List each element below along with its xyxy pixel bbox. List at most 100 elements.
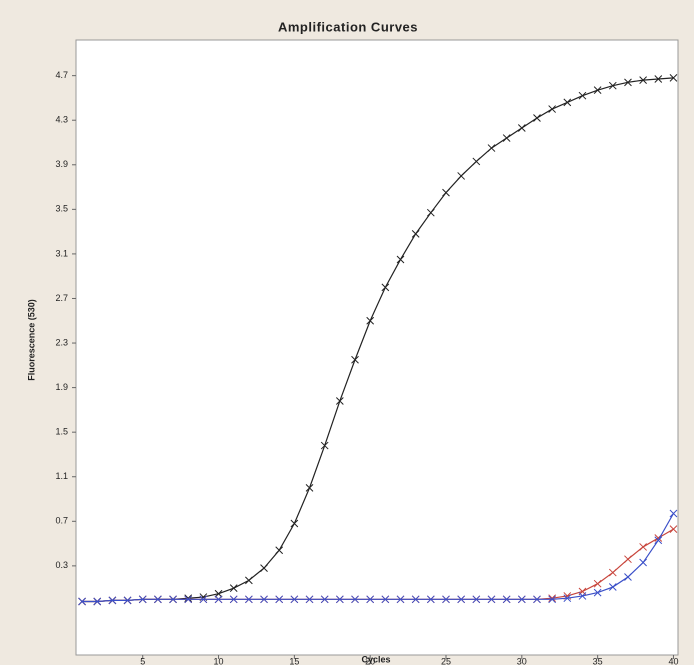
- point-marker: [548, 595, 556, 604]
- point-marker: [502, 134, 511, 142]
- x-axis-label: Cycles: [361, 654, 390, 664]
- point-marker: [548, 105, 556, 113]
- point-marker: [548, 594, 556, 603]
- y-tick-label: 0.3: [55, 560, 68, 570]
- point-marker: [654, 75, 663, 83]
- series-line: [82, 513, 674, 603]
- point-marker: [351, 355, 359, 364]
- y-tick-label: 1.9: [55, 382, 68, 392]
- point-marker: [517, 595, 526, 604]
- chart-title: Amplification Curves: [278, 19, 418, 34]
- point-marker: [381, 595, 390, 604]
- y-tick-label: 2.3: [55, 337, 68, 347]
- point-marker: [123, 596, 132, 605]
- x-tick-label: 30: [517, 656, 527, 665]
- point-marker: [502, 595, 511, 604]
- point-marker: [654, 536, 663, 545]
- point-marker: [290, 595, 299, 604]
- point-marker: [396, 595, 405, 604]
- point-marker: [260, 595, 268, 604]
- point-marker: [351, 595, 359, 604]
- point-marker: [426, 208, 435, 217]
- point-marker: [457, 595, 466, 604]
- point-marker: [593, 588, 602, 597]
- point-marker: [138, 595, 147, 604]
- x-tick-label: 10: [214, 656, 224, 665]
- point-marker: [229, 584, 238, 593]
- point-marker: [563, 98, 572, 107]
- point-marker: [639, 543, 647, 551]
- point-marker: [639, 76, 647, 84]
- point-marker: [335, 397, 344, 405]
- point-marker: [578, 592, 587, 600]
- y-tick-label: 1.1: [55, 471, 68, 481]
- point-marker: [184, 595, 193, 604]
- point-marker: [245, 576, 253, 585]
- point-marker: [411, 230, 420, 238]
- point-marker: [93, 597, 102, 606]
- y-tick-label: 3.5: [55, 204, 68, 214]
- point-marker: [260, 564, 268, 572]
- point-marker: [669, 74, 678, 82]
- x-tick-label: 20: [365, 656, 375, 665]
- y-tick-label: 3.1: [55, 248, 68, 258]
- point-marker: [214, 589, 223, 598]
- point-marker: [442, 595, 450, 604]
- point-marker: [624, 573, 632, 581]
- point-marker: [593, 86, 602, 94]
- y-tick-label: 2.7: [55, 293, 68, 303]
- point-marker: [624, 78, 632, 87]
- y-axis-label: Fluorescence (530): [26, 299, 36, 381]
- point-marker: [275, 595, 284, 604]
- point-marker: [290, 519, 299, 528]
- point-marker: [320, 441, 329, 450]
- point-marker: [169, 595, 177, 604]
- point-marker: [275, 546, 284, 555]
- point-marker: [366, 595, 375, 604]
- point-marker: [305, 484, 314, 492]
- point-marker: [533, 114, 541, 122]
- point-marker: [578, 91, 587, 100]
- y-tick-label: 3.9: [55, 159, 68, 169]
- point-marker: [624, 555, 632, 564]
- point-marker: [563, 594, 572, 603]
- point-marker: [396, 255, 405, 264]
- point-marker: [154, 595, 162, 604]
- point-marker: [199, 595, 208, 604]
- point-marker: [442, 188, 450, 197]
- y-tick-label: 1.5: [55, 427, 68, 437]
- point-marker: [472, 595, 481, 604]
- x-tick-label: 35: [593, 656, 603, 665]
- point-marker: [593, 579, 602, 588]
- point-marker: [366, 316, 375, 325]
- point-marker: [426, 595, 435, 604]
- point-marker: [214, 595, 223, 604]
- point-marker: [245, 595, 253, 604]
- point-marker: [639, 558, 647, 567]
- point-marker: [472, 157, 481, 166]
- point-marker: [335, 595, 344, 604]
- point-marker: [517, 124, 526, 132]
- point-marker: [457, 172, 466, 180]
- point-marker: [669, 509, 678, 518]
- point-marker: [411, 595, 420, 604]
- point-marker: [487, 595, 496, 604]
- x-tick-label: 40: [668, 656, 678, 665]
- point-marker: [108, 596, 117, 605]
- y-tick-label: 4.7: [55, 70, 68, 80]
- x-tick-label: 15: [289, 656, 299, 665]
- point-marker: [533, 595, 541, 604]
- y-tick-label: 4.3: [55, 115, 68, 125]
- point-marker: [320, 595, 329, 604]
- point-marker: [487, 144, 496, 152]
- y-tick-label: 0.7: [55, 516, 68, 526]
- point-marker: [669, 525, 678, 533]
- x-tick-label: 25: [441, 656, 451, 665]
- point-marker: [608, 81, 617, 90]
- point-marker: [305, 595, 314, 604]
- plot-area: [75, 39, 679, 656]
- point-marker: [381, 283, 390, 292]
- point-marker: [184, 594, 193, 603]
- point-marker: [608, 583, 617, 591]
